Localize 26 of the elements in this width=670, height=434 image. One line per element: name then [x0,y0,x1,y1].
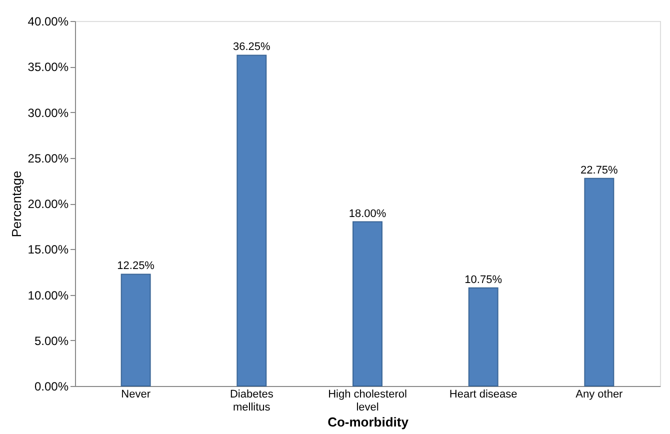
data-label: 10.75% [464,274,502,286]
data-label: 18.00% [348,208,386,220]
bar [352,221,382,386]
y-tick-label: 35.00% [28,60,69,74]
data-label: 12.25% [117,260,155,272]
x-tick-label: Any other [576,388,624,400]
data-label: 36.25% [233,41,271,54]
y-tick-label: 0.00% [34,380,69,394]
x-tick-label: Heart disease [449,388,518,400]
y-tick-label: 25.00% [28,151,69,166]
y-tick-label: 20.00% [28,197,69,211]
x-tick-label: Never [121,388,151,400]
x-axis-title: Co-morbidity [328,414,410,430]
x-tick-label: Diabetes mellitus [230,388,274,414]
y-tick-label: 10.00% [28,288,69,302]
y-axis-title: Percentage [8,170,24,238]
y-tick-label: 15.00% [28,242,69,257]
data-label: 22.75% [580,164,618,176]
x-tick-label: High cholesterol level [328,388,407,414]
bar [584,178,614,386]
y-tick-label: 40.00% [28,14,69,28]
y-tick-label: 5.00% [34,334,69,348]
bar [468,287,498,386]
y-tick-label: 30.00% [28,106,69,120]
bar [236,54,267,386]
bar [120,274,151,386]
